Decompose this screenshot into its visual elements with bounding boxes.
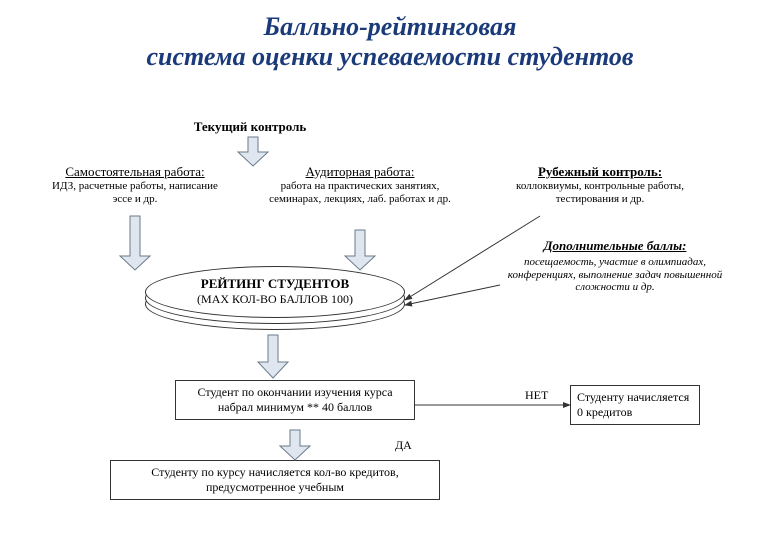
midterm-sub: коллоквиумы, контрольные работы, тестиро… — [496, 180, 704, 205]
label-no: НЕТ — [525, 388, 548, 403]
page-title: Балльно-рейтинговая система оценки успев… — [0, 0, 780, 78]
node-extra-sub: посещаемость, участие в олимпиадах, конф… — [500, 256, 730, 294]
title-line-2: система оценки успеваемости студентов — [146, 42, 633, 71]
label-yes: ДА — [395, 438, 412, 453]
node-current-control: Текущий контроль — [150, 115, 350, 139]
node-class-work: Аудиторная работа: работа на практически… — [260, 160, 460, 209]
class-work-sub: работа на практических занятиях, семинар… — [266, 180, 454, 205]
rating-line1: РЕЙТИНГ СТУДЕНТОВ — [145, 276, 405, 292]
extra-heading-text: Дополнительные баллы: — [544, 238, 687, 253]
class-work-heading: Аудиторная работа: — [266, 164, 454, 180]
midterm-heading: Рубежный контроль: — [496, 164, 704, 180]
rating-line2: (MAX КОЛ-ВО БАЛЛОВ 100) — [145, 292, 405, 307]
title-line-1: Балльно-рейтинговая — [264, 12, 517, 41]
node-rating: РЕЙТИНГ СТУДЕНТОВ (MAX КОЛ-ВО БАЛЛОВ 100… — [145, 268, 405, 338]
node-extra-heading: Дополнительные баллы: — [500, 238, 730, 254]
node-self-work: Самостоятельная работа: ИДЗ, расчетные р… — [35, 160, 235, 209]
self-work-sub: ИДЗ, расчетные работы, написание эссе и … — [41, 180, 229, 205]
node-midterm: Рубежный контроль: коллоквиумы, контроль… — [490, 160, 710, 209]
node-result-no: Студенту начисляется 0 кредитов — [570, 385, 700, 425]
node-result-yes: Студенту по курсу начисляется кол-во кре… — [110, 460, 440, 500]
node-decision: Студент по окончании изучения курса набр… — [175, 380, 415, 420]
self-work-heading: Самостоятельная работа: — [41, 164, 229, 180]
